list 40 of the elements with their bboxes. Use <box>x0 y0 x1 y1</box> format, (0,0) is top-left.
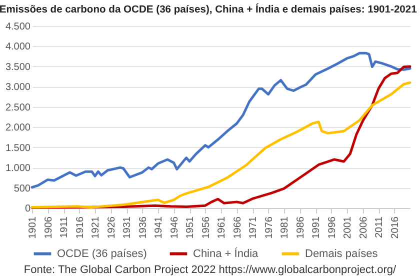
x-tick-label: 2001 <box>342 216 354 239</box>
y-tick-label: 1.500 <box>5 142 31 154</box>
legend-label: China + Índia <box>193 246 260 260</box>
x-tick-label: 1906 <box>43 216 54 239</box>
legend-label: OCDE (36 países) <box>57 248 147 260</box>
y-tick-label: 3.500 <box>5 62 31 73</box>
x-tick-label: 1946 <box>169 216 180 239</box>
x-tick-label: 1991 <box>311 216 322 239</box>
x-tick-label: 1911 <box>59 216 70 238</box>
x-tick-label: 1966 <box>232 216 244 239</box>
x-tick-label: 2006 <box>358 216 370 239</box>
x-tick-label: 1916 <box>74 216 86 239</box>
x-tick-label: 2011 <box>374 216 385 238</box>
x-tick-label: 1976 <box>264 216 275 239</box>
y-tick-label: 500 <box>14 183 31 194</box>
x-tick-label: 1956 <box>200 216 212 239</box>
y-tick-label: 3.000 <box>5 82 31 94</box>
x-tick-label: 1936 <box>138 216 149 239</box>
x-tick-label: 1901 <box>28 216 38 239</box>
x-tick-label: 1941 <box>154 216 164 239</box>
x-tick-label: 1931 <box>122 216 133 239</box>
x-tick-label: 1986 <box>295 216 306 239</box>
x-tick-label: 1981 <box>280 216 290 239</box>
y-tick-label: 4.000 <box>5 42 31 53</box>
legend-label: Demais países <box>305 248 378 260</box>
y-tick-label: 1.000 <box>5 163 31 174</box>
x-tick-label: 1996 <box>326 216 338 239</box>
x-tick-label: 1926 <box>106 216 118 239</box>
x-tick-label: 1961 <box>216 216 228 239</box>
y-tick-label: 0 <box>24 204 31 214</box>
y-tick-label: 4.500 <box>5 22 31 32</box>
x-tick-label: 1951 <box>185 216 196 239</box>
x-tick-label: 1921 <box>90 216 102 239</box>
x-tick-label: 1971 <box>248 216 259 239</box>
chart-title: Emissões de carbono da OCDE (36 países), China + Índia e demais países: 1901-2021 <box>0 2 418 16</box>
source-note: Fonte: The Global Carbon Project 2022 https://www.globalcarbonproject.org/ <box>22 263 398 278</box>
y-tick-label: 2.000 <box>5 122 31 134</box>
y-tick-label: 2.500 <box>5 102 31 114</box>
x-tick-label: 2016 <box>390 216 401 239</box>
line-series <box>30 52 412 189</box>
